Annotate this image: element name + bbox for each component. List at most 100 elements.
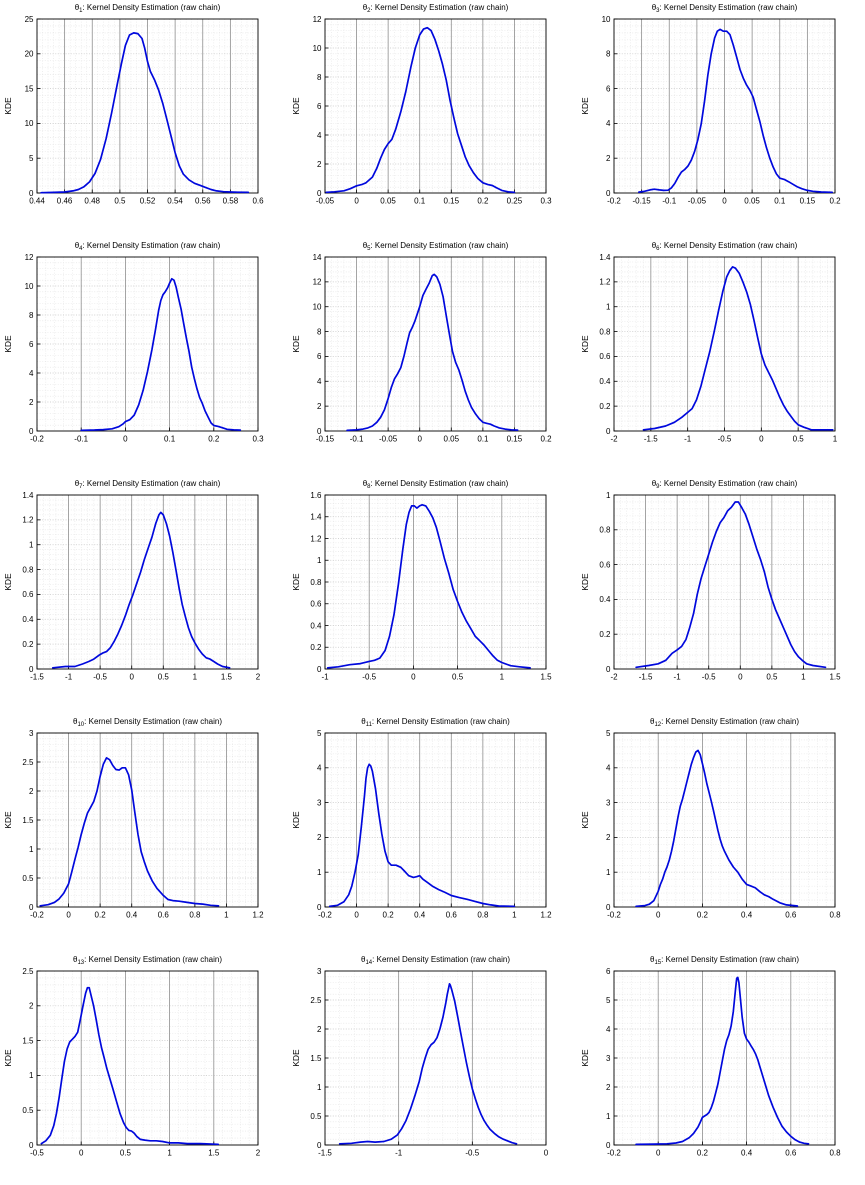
x-tick-label: 0 [354,197,359,206]
y-tick-label: 1.5 [310,1054,322,1063]
major-x-gridlines [368,495,503,669]
y-tick-label: 0 [29,1141,34,1150]
x-tick-label: 0.5 [766,673,778,682]
title-text: : Kernel Density Estimation (raw chain) [370,3,509,12]
y-tick-label: 0 [606,1141,611,1150]
major-y-gridlines [614,999,835,1117]
y-tick-labels: 0 1 2 3 4 5 6 [606,967,611,1150]
minor-gridlines [614,733,835,907]
y-tick-label: 2 [606,1083,611,1092]
title-param-subscript: 4 [79,246,83,252]
tick-marks [324,732,547,908]
y-tick-labels: 0 2 4 6 8 10 [602,15,611,198]
y-tick-label: 4 [29,369,34,378]
kde-curve [635,976,810,1146]
major-y-gridlines [325,767,546,873]
y-tick-label: 0.8 [22,565,34,574]
y-tick-label: 14 [313,253,322,262]
title-param-subscript: 15 [654,960,662,966]
y-tick-labels: 0 2 4 6 8 10 12 [25,253,34,436]
x-tick-label: 1 [224,911,229,920]
x-tick-label: 0.1 [414,197,426,206]
title-param: θ [651,3,657,12]
x-tick-label: 0.1 [774,197,786,206]
x-tick-label: 0 [417,435,422,444]
tick-marks [324,970,547,1146]
x-tick-label: 0.15 [507,435,523,444]
x-tick-labels: -0.2 -0.1 0 0.1 0.2 0.3 [30,435,264,444]
title-param-subscript: 9 [656,484,660,490]
title-param-subscript: 11 [365,722,372,728]
title-param: θ [650,955,655,964]
subplot-title: θ5: Kernel Density Estimation (raw chain… [315,241,556,254]
x-tick-label: 0.3 [252,435,264,444]
y-tick-label: 2.5 [310,996,322,1005]
x-tick-label: 0.2 [697,1149,709,1158]
x-tick-label: 0.4 [741,1149,753,1158]
kde-curve [642,266,834,431]
minor-gridlines [37,495,258,669]
y-tick-label: 1 [606,303,611,312]
y-axis-label: KDE [580,1049,590,1067]
x-tick-label: 0.2 [95,911,107,920]
subplot-title: θ1: Kernel Density Estimation (raw chain… [27,3,268,16]
y-tick-label: 0.2 [599,630,611,639]
y-tick-label: 2 [29,787,34,796]
x-tick-label: 0.48 [84,197,100,206]
tick-marks [36,732,259,908]
y-tick-label: 1 [606,491,611,500]
title-param: θ [362,3,368,12]
y-tick-label: 2 [317,160,322,169]
y-axis-label: KDE [580,335,590,353]
x-tick-label: 0 [759,435,764,444]
y-axis-label: KDE [291,811,301,829]
tick-marks [36,256,259,432]
y-tick-label: 6 [606,967,611,976]
x-tick-label: 0 [544,1149,549,1158]
y-tick-label: 2 [606,154,611,163]
x-tick-label: -2 [610,673,618,682]
y-tick-label: 2.5 [22,758,34,767]
x-tick-label: 1 [193,673,198,682]
x-tick-label: 0.4 [126,911,138,920]
x-tick-label: -0.15 [316,435,335,444]
x-tick-label: -0.2 [318,911,332,920]
major-x-gridlines [80,971,215,1145]
subplot-title: θ12: Kernel Density Estimation (raw chai… [604,717,845,730]
plot-canvas: -1.5 -1 -0.5 0 0.5 1 1.5 2 0 0.2 0.4 0.6 0.8 1 1.2 1.4 K… [3,491,261,682]
y-tick-label: 4 [606,764,611,773]
y-tick-label: 3 [317,967,322,976]
title-text: : Kernel Density Estimation (raw chain) [370,479,509,488]
y-tick-label: 1 [29,541,34,550]
subplot-title: θ15: Kernel Density Estimation (raw chai… [604,955,845,968]
x-tick-label: 0.5 [452,673,464,682]
x-tick-label: 0 [354,911,359,920]
x-tick-label: -0.5 [93,673,107,682]
subplot-title: θ6: Kernel Density Estimation (raw chain… [604,241,845,254]
x-tick-label: 0 [738,673,743,682]
x-tick-label: 0.46 [57,197,73,206]
y-tick-label: 1.2 [599,278,611,287]
kde-subplot-5: θ5: Kernel Density Estimation (raw chain… [288,238,576,471]
tick-marks [36,494,259,670]
x-tick-label: 0 [411,673,416,682]
title-param: θ [362,241,368,250]
x-tick-label: 0.2 [208,435,220,444]
y-tick-label: 1.6 [310,491,322,500]
y-tick-label: 5 [317,729,322,738]
x-tick-label: 0 [656,911,661,920]
y-tick-label: 1 [29,1071,34,1080]
y-tick-label: 4 [317,377,322,386]
x-tick-label: 0.6 [158,911,170,920]
axes-box [36,970,259,1146]
y-tick-label: 1 [317,1083,322,1092]
y-tick-label: 1 [606,1112,611,1121]
x-tick-label: 0.05 [744,197,760,206]
y-axis-label: KDE [580,97,590,115]
y-axis-label: KDE [3,1049,13,1067]
x-tick-label: 1.2 [252,911,264,920]
title-text: : Kernel Density Estimation (raw chain) [82,479,221,488]
axes-box [36,494,259,670]
y-tick-label: 1.5 [22,1036,34,1045]
kde-curve [40,32,250,194]
